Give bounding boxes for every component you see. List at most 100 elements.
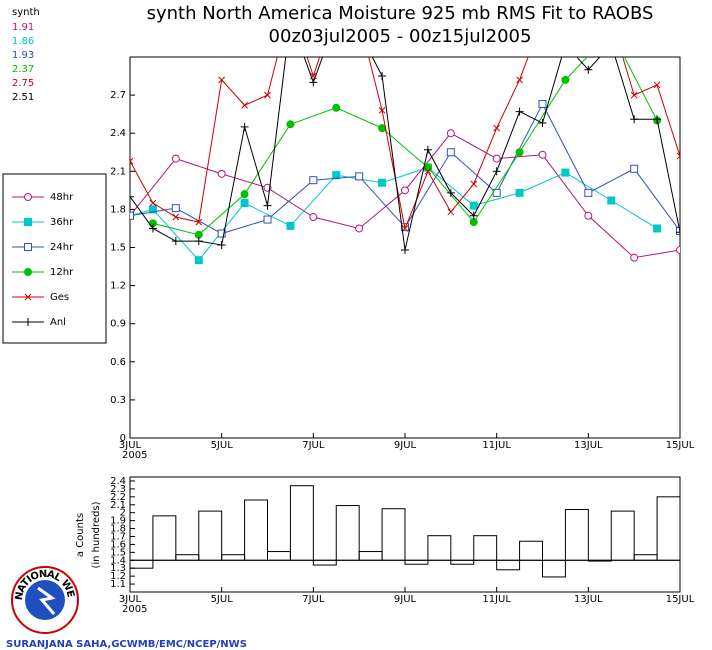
bar [175,554,200,561]
y-tick-label: 0.6 [110,357,126,368]
bar [129,559,154,569]
bar [542,559,566,578]
marker [148,224,157,233]
footer: SURANJANA SAHA,GCWMB/EMC/NCEP/NWS [6,639,247,650]
y-tick-label: 1.7 [110,531,126,542]
x-tick-label: 3JUL [119,440,142,451]
bar [427,535,452,561]
marker [515,188,524,197]
legend-label: 12hr [50,267,74,278]
bar [358,551,383,561]
marker [492,154,501,163]
y-tick-label: 1.5 [110,243,126,254]
y-tick-label: 1.8 [110,204,126,215]
marker [584,211,593,220]
bar [473,535,498,561]
legend-marker [24,243,32,251]
marker [171,154,180,163]
marker [470,180,478,188]
marker [240,199,249,208]
y-tick-label: 0.9 [110,319,126,330]
marker [446,129,455,138]
marker [423,145,432,154]
x-tick-label: 13JUL [574,440,603,451]
bar [244,499,268,561]
summary-value: 1.86 [12,36,34,47]
summary-value: 2.51 [12,92,34,103]
y-tick-label: 1.1 [110,579,126,590]
marker [630,164,639,173]
y-tick-label: 1.5 [110,547,126,558]
marker [401,186,409,195]
marker [264,91,271,99]
legend-label: 48hr [50,192,74,203]
x-tick-label: 9JUL [394,440,417,451]
bar [267,551,291,561]
bar [610,510,635,561]
marker [355,172,364,181]
y-axis-label: a Counts [75,513,86,557]
bar [587,559,612,562]
marker [286,221,295,230]
marker [653,224,662,233]
marker [149,199,157,207]
marker [172,213,180,221]
bar [381,508,406,561]
marker [286,120,295,129]
bar [564,509,589,561]
x-tick-label: 15JUL [666,594,695,605]
marker [263,215,272,224]
marker [332,103,341,112]
marker [607,196,616,205]
marker [676,228,680,237]
marker [218,76,226,84]
bar [656,496,681,561]
marker [538,99,547,108]
marker [309,213,318,222]
summary-value: 1.93 [12,50,34,61]
bar [519,540,543,561]
marker [538,119,547,128]
marker [401,246,409,255]
marker [130,192,134,201]
marker [630,91,638,99]
x-tick-label: 5JUL [211,440,234,451]
x-tick-label: 7JUL [302,440,325,451]
x-tick-label: 13JUL [574,594,603,605]
y-tick-label: 1.8 [110,524,126,535]
series-line [130,102,680,235]
x-tick-label: 15JUL [666,440,695,451]
bar [633,554,658,561]
legend-marker [24,268,32,276]
y-tick-label: 2.2 [110,492,126,503]
marker [424,167,432,175]
x-tick-label: 11JUL [482,594,511,605]
x-tick-label: 7JUL [302,594,325,605]
series-line [130,132,680,259]
bar [404,559,429,565]
legend-label: 36hr [50,217,74,228]
summary-value: 2.37 [12,64,34,75]
summary-value: 2.75 [12,78,34,89]
marker [148,205,157,214]
legend-label: Ges [50,292,69,303]
marker [493,124,501,132]
y-tick-label: 2 [120,508,126,519]
y-tick-label: 2.3 [110,484,126,495]
marker [195,218,203,226]
summary-value: 1.91 [12,22,34,33]
marker [378,124,387,133]
marker [492,167,501,176]
legend-box [2,173,107,344]
legend-label: Anl [50,317,66,328]
marker [309,176,318,185]
marker [584,188,593,197]
marker [194,237,203,246]
y-tick-label: 2.4 [110,476,126,487]
marker [241,101,248,109]
marker [676,226,680,235]
x-tick-label: 9JUL [394,594,417,605]
y-tick-label: 1.4 [110,555,126,566]
y-axis-label: (in hundreds) [91,501,102,568]
